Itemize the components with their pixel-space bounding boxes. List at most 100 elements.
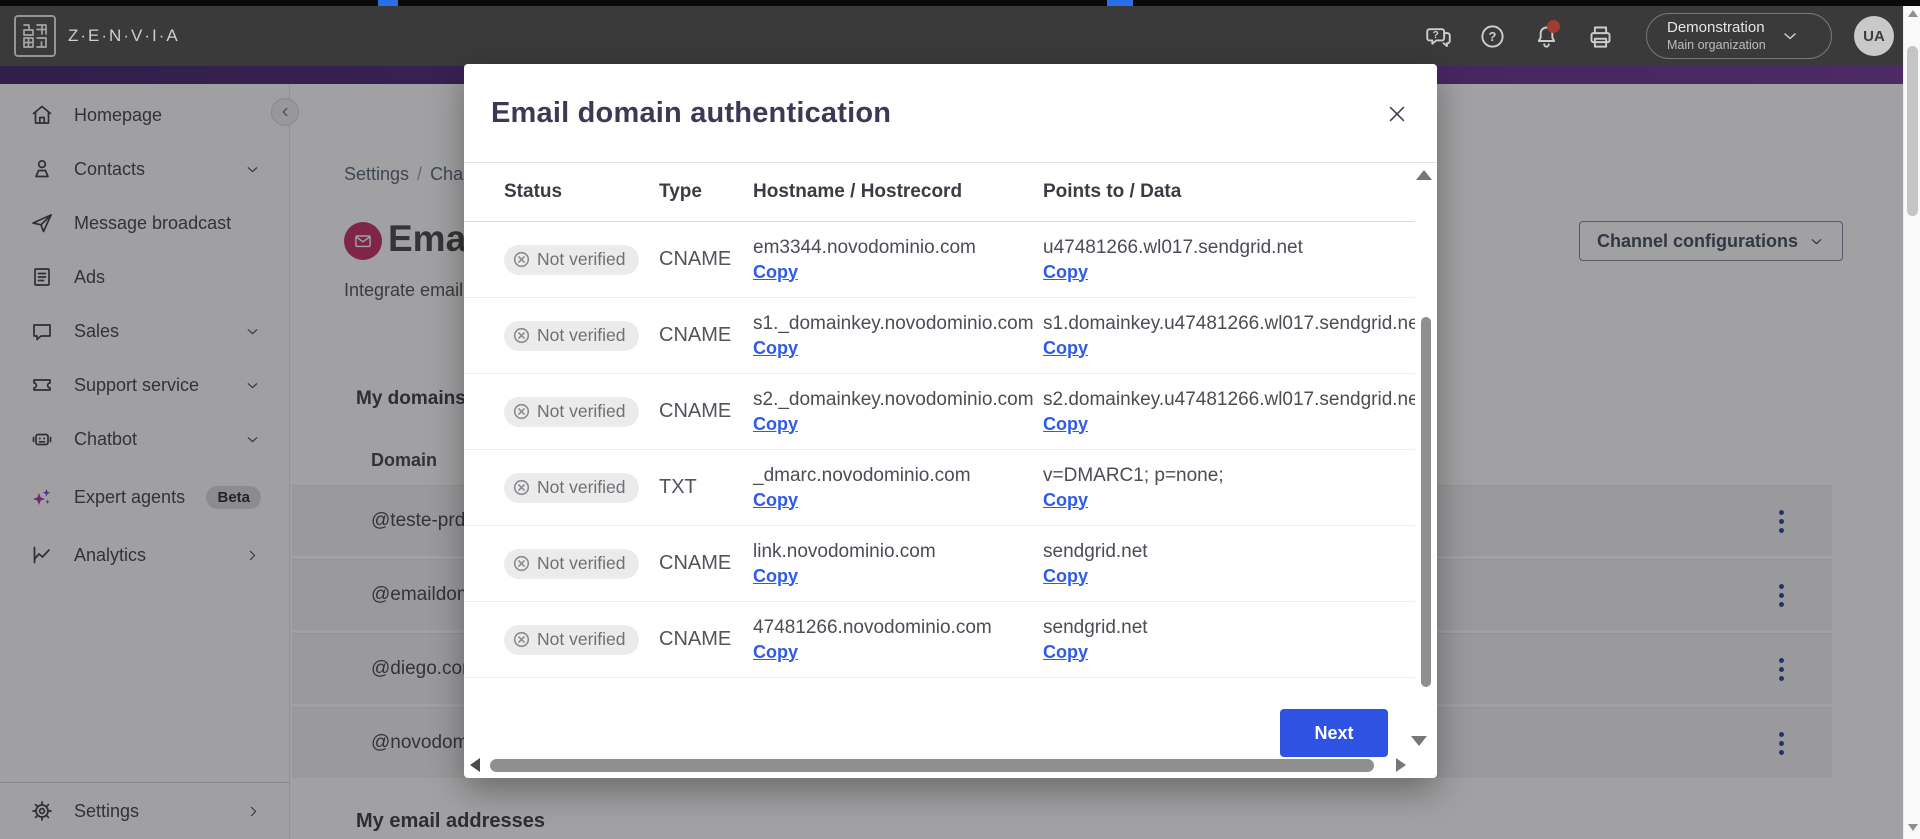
scroll-down-arrow[interactable] — [1411, 736, 1427, 746]
copy-hostname-link[interactable]: Copy — [753, 565, 798, 586]
sidebar-item-chatbot[interactable]: Chatbot — [0, 412, 289, 466]
channel-configurations-button[interactable]: Channel configurations — [1579, 221, 1843, 261]
points-to-value: sendgrid.net — [1043, 540, 1148, 562]
points-to-value: sendgrid.net — [1043, 616, 1148, 638]
points-to-value: s1.domainkey.u47481266.wl017.sendgrid.ne… — [1043, 312, 1415, 334]
table-row: Not verified CNAME s1._domainkey.novodom… — [464, 298, 1415, 374]
copy-hostname-link[interactable]: Copy — [753, 337, 798, 358]
avatar[interactable]: UA — [1854, 16, 1894, 56]
copy-points-to-link[interactable]: Copy — [1043, 337, 1088, 358]
chevron-down-icon — [244, 161, 261, 178]
table-row: Not verified CNAME s2._domainkey.novodom… — [464, 374, 1415, 450]
copy-hostname-link[interactable]: Copy — [753, 413, 798, 434]
dns-records-table[interactable]: Status Type Hostname / Hostrecord Points… — [464, 163, 1415, 756]
close-icon[interactable] — [1381, 98, 1413, 130]
hostname-value: s1._domainkey.novodominio.com — [753, 312, 1034, 334]
organization-selector[interactable]: Demonstration Main organization — [1646, 13, 1832, 59]
scroll-up-arrow[interactable] — [1416, 170, 1432, 180]
strip-accent — [378, 0, 398, 6]
row-menu-button[interactable] — [1768, 504, 1794, 538]
modal-title: Email domain authentication — [491, 96, 892, 129]
browser-top-strip — [0, 0, 1920, 6]
modal-header: Email domain authentication — [464, 64, 1437, 163]
sidebar-item-ads[interactable]: Ads — [0, 250, 289, 304]
breadcrumb-separator: / — [417, 164, 423, 184]
copy-hostname-link[interactable]: Copy — [753, 489, 798, 510]
robot-icon — [30, 427, 54, 451]
ads-icon — [30, 265, 54, 289]
status-label: Not verified — [537, 553, 626, 573]
copy-hostname-link[interactable]: Copy — [753, 261, 798, 282]
status-label: Not verified — [537, 325, 626, 345]
table-row: Not verified CNAME link.novodominio.com … — [464, 526, 1415, 602]
sidebar-item-label: Homepage — [74, 104, 163, 125]
scroll-up-arrow[interactable] — [1908, 10, 1918, 17]
record-type: TXT — [659, 476, 697, 498]
copy-points-to-link[interactable]: Copy — [1043, 565, 1088, 586]
status-label: Not verified — [537, 401, 626, 421]
points-to-value: v=DMARC1; p=none; — [1043, 464, 1224, 486]
chevron-right-icon — [244, 547, 261, 564]
chat-help-icon[interactable]: ? — [1418, 16, 1458, 56]
copy-points-to-link[interactable]: Copy — [1043, 261, 1088, 282]
copy-points-to-link[interactable]: Copy — [1043, 641, 1088, 662]
status-badge: Not verified — [504, 396, 639, 427]
copy-hostname-link[interactable]: Copy — [753, 641, 798, 662]
vertical-scrollbar-thumb[interactable] — [1421, 317, 1431, 687]
sidebar-item-homepage[interactable]: Homepage — [0, 88, 289, 142]
sidebar-item-support-service[interactable]: Support service — [0, 358, 289, 412]
sidebar-item-expert-agents[interactable]: Expert agents Beta — [0, 470, 289, 524]
row-menu-button[interactable] — [1768, 578, 1794, 612]
scroll-right-arrow[interactable] — [1396, 758, 1406, 772]
section-my-email-addresses: My email addresses — [356, 810, 545, 832]
svg-text:?: ? — [1488, 29, 1496, 44]
copy-points-to-link[interactable]: Copy — [1043, 413, 1088, 434]
breadcrumb-settings[interactable]: Settings — [344, 164, 410, 184]
scroll-down-arrow[interactable] — [1908, 824, 1918, 831]
home-icon — [30, 103, 54, 127]
sidebar-collapse-button[interactable] — [271, 98, 299, 126]
copy-points-to-link[interactable]: Copy — [1043, 489, 1088, 510]
sparkles-icon — [30, 485, 54, 509]
domain-column-header: Domain — [371, 450, 438, 470]
breadcrumb-channels[interactable]: Cha — [430, 164, 464, 184]
horizontal-scrollbar-thumb[interactable] — [490, 759, 1374, 772]
sidebar-divider — [0, 782, 290, 783]
brand-name: Z·E·N·V·I·A — [68, 26, 180, 45]
section-my-domains[interactable]: My domains — [356, 388, 466, 409]
sidebar-item-label: Message broadcast — [74, 212, 232, 233]
hostname-value: _dmarc.novodominio.com — [753, 464, 971, 486]
topbar-actions: ? ? — [1418, 13, 1894, 59]
sidebar-item-label: Expert agents — [74, 486, 186, 507]
sidebar-item-analytics[interactable]: Analytics — [0, 528, 289, 582]
points-to-value: s2.domainkey.u47481266.wl017.sendgrid.ne… — [1043, 388, 1415, 410]
notifications-icon[interactable] — [1526, 16, 1566, 56]
zenvia-logo-icon[interactable] — [14, 15, 56, 57]
page-title: Emai — [388, 218, 477, 259]
sidebar-item-sales[interactable]: Sales — [0, 304, 289, 358]
page-scrollbar-thumb[interactable] — [1907, 46, 1918, 216]
print-icon[interactable] — [1580, 16, 1620, 56]
chevron-down-icon — [244, 323, 261, 340]
status-badge: Not verified — [504, 244, 639, 275]
table-header-row: Status Type Hostname / Hostrecord Points… — [464, 163, 1415, 222]
page-scrollbar[interactable] — [1903, 0, 1920, 839]
topbar: Z·E·N·V·I·A ? ? — [0, 6, 1920, 66]
status-badge: Not verified — [504, 624, 639, 655]
help-icon[interactable]: ? — [1472, 16, 1512, 56]
sidebar-item-label: Analytics — [74, 544, 147, 565]
sidebar-item-settings[interactable]: Settings — [0, 783, 290, 839]
sidebar-item-contacts[interactable]: Contacts — [0, 142, 289, 196]
sidebar-item-message-broadcast[interactable]: Message broadcast — [0, 196, 289, 250]
row-menu-button[interactable] — [1768, 652, 1794, 686]
column-points-to: Points to / Data — [1043, 181, 1182, 202]
scroll-left-arrow[interactable] — [470, 758, 480, 772]
next-button[interactable]: Next — [1280, 709, 1388, 757]
sidebar-item-label: Ads — [74, 266, 106, 287]
table-row: Not verified CNAME 47481266.novodominio.… — [464, 602, 1415, 678]
chevron-down-icon — [1780, 26, 1800, 46]
send-icon — [30, 211, 54, 235]
status-badge: Not verified — [504, 320, 639, 351]
row-menu-button[interactable] — [1768, 726, 1794, 760]
